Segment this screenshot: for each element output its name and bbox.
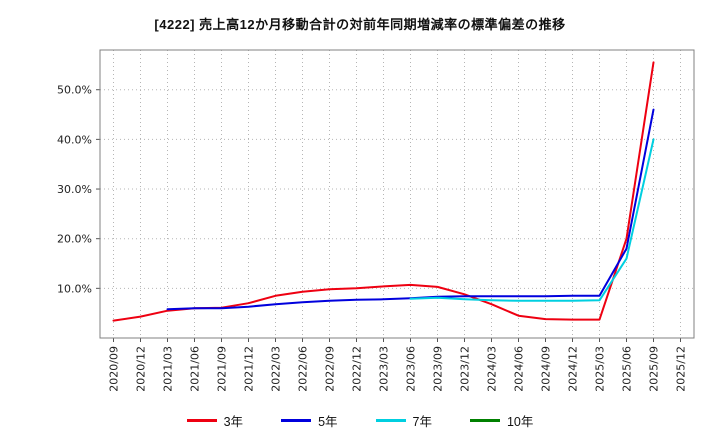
y-tick-label: 50.0% [57,84,92,97]
x-tick-label: 2021/06 [189,346,202,392]
x-tick-label: 2024/06 [513,346,526,392]
legend-label-7y: 7年 [412,414,432,429]
x-tick-label: 2022/09 [324,346,337,392]
x-tick-label: 2025/06 [621,346,634,392]
x-tick-label: 2023/06 [405,346,418,392]
y-tick-label: 40.0% [57,133,92,146]
x-tick-label: 2024/09 [540,346,553,392]
x-tick-label: 2024/03 [486,346,499,392]
legend-swatch-5y [281,418,312,422]
x-tick-label: 2023/12 [459,346,472,392]
x-tick-label: 2020/12 [135,346,148,392]
series-line-7年 [409,138,655,302]
legend-swatch-10y [469,418,500,422]
legend-swatch-7y [375,418,406,422]
legend-label-5y: 5年 [318,414,338,429]
x-tick-label: 2023/09 [432,346,445,392]
legend-item-5y: 5年 [281,411,338,430]
y-tick-label: 30.0% [57,183,92,196]
legend-item-7y: 7年 [375,411,432,430]
x-tick-label: 2022/06 [297,346,310,392]
series-line-3年 [112,61,655,322]
x-tick-label: 2025/12 [675,346,688,392]
legend-swatch-3y [186,418,217,422]
x-tick-label: 2021/12 [243,346,256,392]
x-tick-label: 2024/12 [567,346,580,392]
y-tick-label: 20.0% [57,233,92,246]
x-tick-label: 2021/03 [162,346,175,392]
legend-label-10y: 10年 [506,414,534,429]
x-tick-label: 2023/03 [378,346,391,392]
chart-svg: 10.0% 20.0% 30.0% 40.0% 50.0% 2020/09 2020/12 2… [57,49,695,392]
y-tick-label: 10.0% [57,282,92,295]
x-tick-label: 2025/03 [594,346,607,392]
legend-item-10y: 10年 [469,411,534,430]
legend-item-3y: 3年 [186,411,244,430]
chart-legend: 3年 5年 7年 10年 [0,408,720,432]
x-tick-label: 2021/09 [216,346,229,392]
plot-border [99,49,695,339]
legend-label-3y: 3年 [223,414,244,429]
chart-title: [4222] 売上高12か月移動合計の対前年同期増減率の標準偏差の推移 [154,17,566,32]
x-tick-label: 2022/12 [351,346,364,392]
x-tick-label: 2022/03 [270,346,283,392]
x-tick-label: 2020/09 [108,346,121,392]
x-tick-label: 2025/09 [648,346,661,392]
